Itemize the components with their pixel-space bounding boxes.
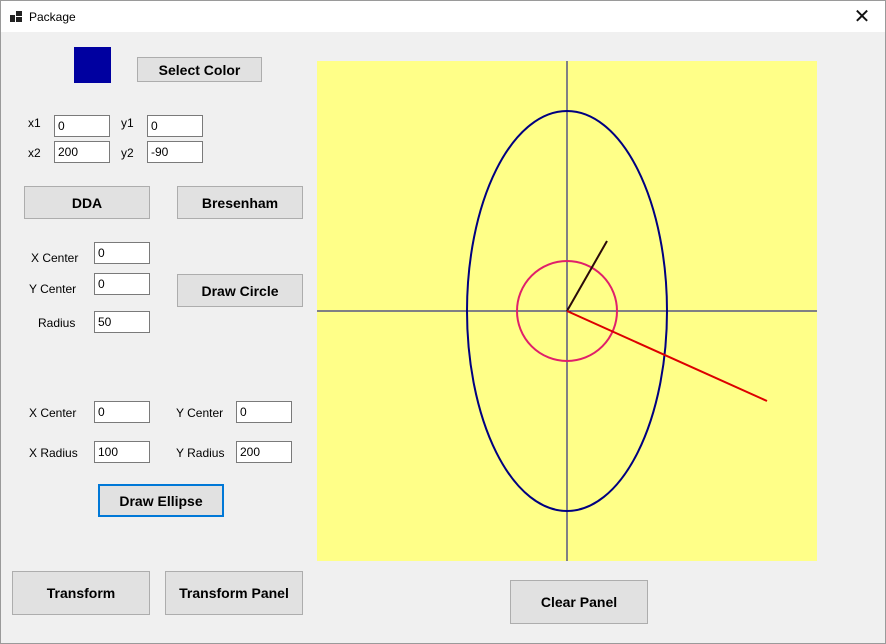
drawing-panel[interactable]	[317, 61, 817, 561]
ellipse-x-center-input[interactable]	[94, 401, 150, 423]
ellipse-y-radius-input[interactable]	[236, 441, 292, 463]
circle-radius-label: Radius	[38, 316, 76, 330]
drawn-circle	[516, 260, 618, 362]
select-color-button[interactable]: Select Color	[137, 57, 262, 82]
x2-label: x2	[28, 146, 41, 160]
app-window-icon	[10, 11, 22, 22]
draw-ellipse-button[interactable]: Draw Ellipse	[98, 484, 224, 517]
drawn-ellipse	[466, 110, 668, 512]
circle-y-center-input[interactable]	[94, 273, 150, 295]
y2-input[interactable]	[147, 141, 203, 163]
color-swatch	[74, 47, 111, 83]
ellipse-y-radius-label: Y Radius	[176, 446, 225, 460]
y2-label: y2	[121, 146, 134, 160]
ellipse-x-radius-label: X Radius	[29, 446, 78, 460]
window-title: Package	[29, 10, 76, 24]
circle-x-center-input[interactable]	[94, 242, 150, 264]
clear-panel-button[interactable]: Clear Panel	[510, 580, 648, 624]
circle-radius-input[interactable]	[94, 311, 150, 333]
x1-label: x1	[28, 116, 41, 130]
circle-y-center-label: Y Center	[29, 282, 77, 296]
x1-input[interactable]	[54, 115, 110, 137]
drawn-line-3	[566, 310, 768, 402]
ellipse-y-center-input[interactable]	[236, 401, 292, 423]
draw-circle-button[interactable]: Draw Circle	[177, 274, 303, 307]
dda-button[interactable]: DDA	[24, 186, 150, 219]
drawn-line-2	[566, 240, 608, 312]
x2-input[interactable]	[54, 141, 110, 163]
title-bar: Package ✕	[1, 1, 885, 32]
ellipse-x-center-label: X Center	[29, 406, 77, 420]
ellipse-y-center-label: Y Center	[176, 406, 224, 420]
transform-panel-button[interactable]: Transform Panel	[165, 571, 303, 615]
close-icon[interactable]: ✕	[853, 6, 871, 28]
y1-label: y1	[121, 116, 134, 130]
bresenham-button[interactable]: Bresenham	[177, 186, 303, 219]
transform-button[interactable]: Transform	[12, 571, 150, 615]
ellipse-x-radius-input[interactable]	[94, 441, 150, 463]
y1-input[interactable]	[147, 115, 203, 137]
circle-x-center-label: X Center	[31, 251, 79, 265]
